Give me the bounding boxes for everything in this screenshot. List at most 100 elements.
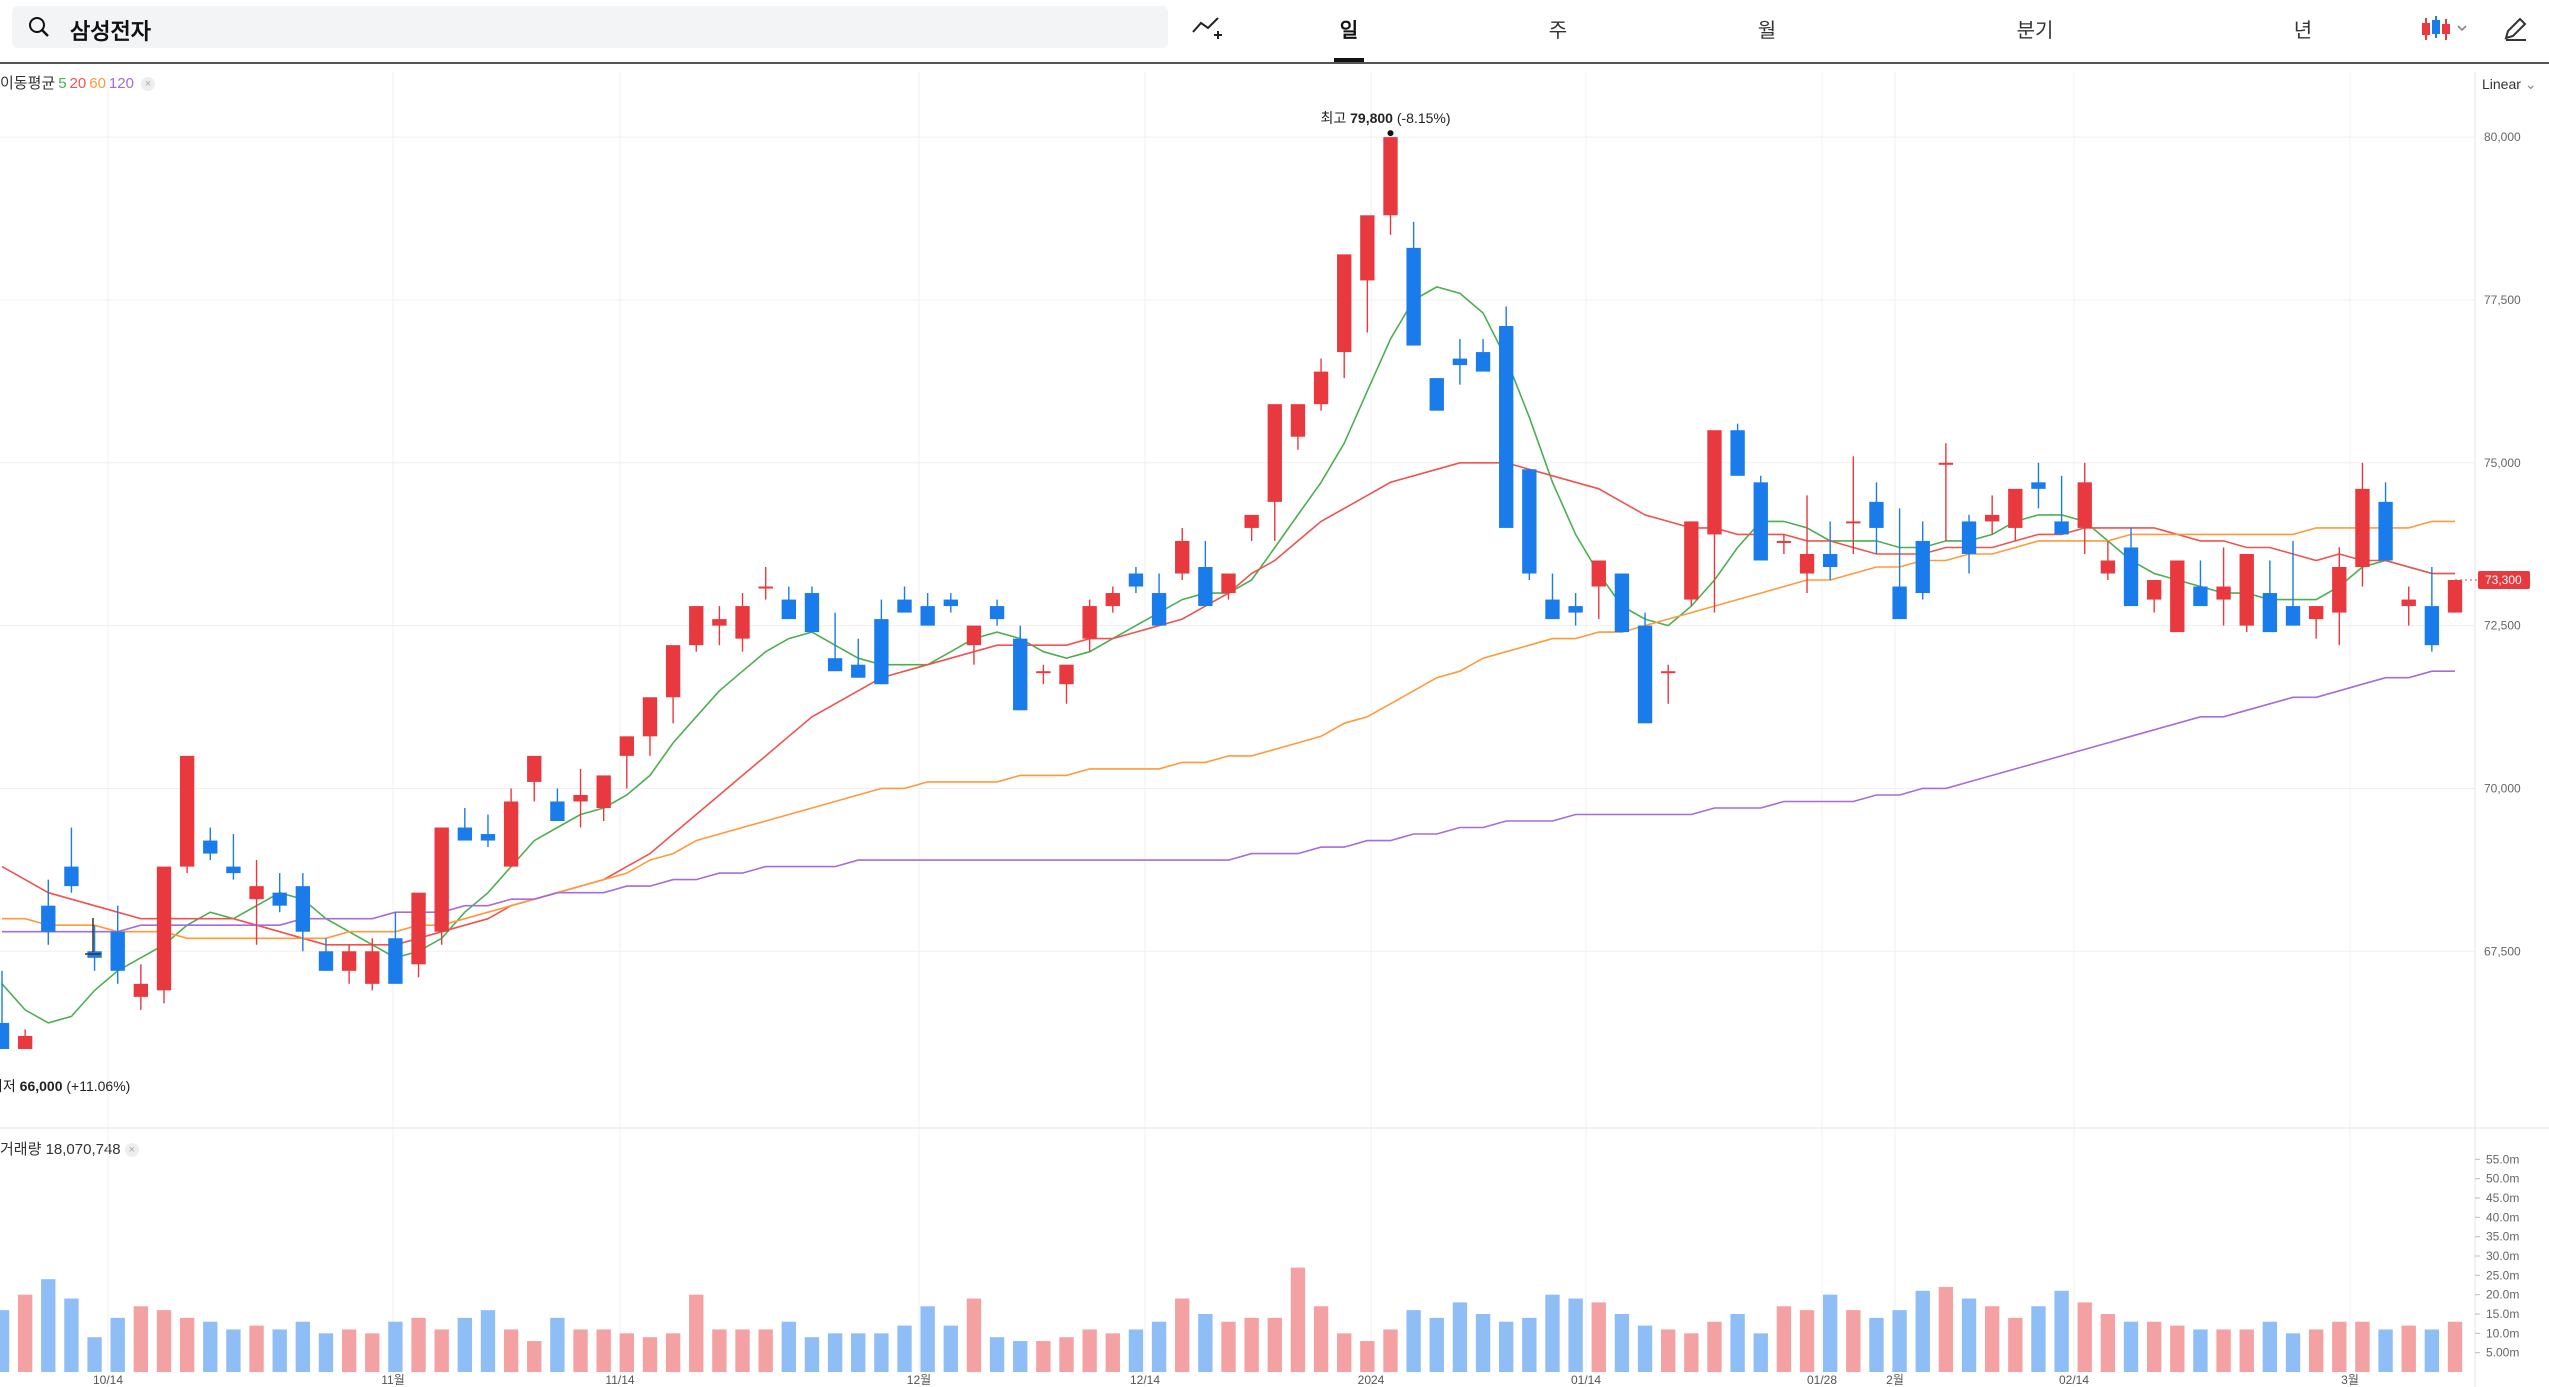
candle-body (457, 827, 473, 841)
current-price-label: 73,300 (2485, 573, 2522, 587)
volume-bar (943, 1325, 958, 1372)
volume-bar (1684, 1333, 1699, 1372)
tab-day[interactable]: 일 (1339, 20, 1359, 42)
time-tick-label: 01/14 (1571, 1373, 1601, 1387)
candle (1429, 378, 1444, 411)
candle-body (1128, 573, 1144, 587)
candlestick-series (0, 137, 2478, 1049)
candle-body (1290, 404, 1306, 437)
candle (1499, 306, 1514, 528)
candle-body (1082, 606, 1097, 639)
candle (573, 768, 588, 828)
candle (1452, 339, 1468, 385)
candle-body (2193, 586, 2208, 607)
candle-body (2401, 599, 2416, 607)
candle-body (503, 801, 519, 867)
candle-type-icon[interactable] (2420, 14, 2472, 44)
candle (1267, 404, 1282, 541)
pencil-icon[interactable] (2500, 14, 2530, 44)
candle (411, 892, 426, 978)
candle (1961, 514, 1977, 574)
volume-bar (64, 1298, 79, 1372)
candle-body (1938, 462, 1954, 465)
search-icon (29, 17, 49, 37)
candle (1406, 221, 1421, 346)
time-tick-label: 10/14 (93, 1373, 123, 1387)
current-price-box (2478, 571, 2530, 590)
candle (2031, 462, 2046, 509)
volume-tick-label: 10.0m (2486, 1326, 2519, 1340)
candle-body (1406, 247, 1421, 346)
candle (1522, 469, 1537, 581)
scale-select[interactable]: Linear ⌄ (2482, 76, 2537, 93)
volume-bar (1105, 1333, 1120, 1372)
candle (1290, 404, 1306, 450)
candle (2216, 547, 2231, 626)
candle-body (1753, 482, 1768, 561)
candle-body (2054, 521, 2069, 535)
volume-bar (1915, 1290, 1930, 1372)
moving-average-legend[interactable]: 이동평균 5 20 60 120 × (0, 72, 158, 93)
candle (897, 586, 912, 613)
candle-body (249, 886, 264, 900)
time-tick-label: 3월 (2341, 1373, 2359, 1387)
volume-tick-label: 30.0m (2486, 1249, 2519, 1263)
ma-legend-20: 20 (69, 75, 87, 92)
candle-body (1383, 137, 1398, 216)
price-axis: 67,500 70,000 72,500 75,000 77,500 80,000 (2484, 130, 2521, 958)
low-annotation: 최저 66,000 (+11.06%) (0, 1078, 130, 1094)
close-icon[interactable]: × (124, 1143, 139, 1158)
candle (596, 775, 611, 822)
volume-bar (966, 1298, 982, 1372)
volume-bar (365, 1333, 380, 1372)
line-ma60 (2, 520, 2455, 940)
candle (527, 755, 542, 802)
candle (2123, 527, 2139, 607)
candle-body (1776, 540, 1792, 543)
volume-legend[interactable]: 거래량 18,070,748 × (0, 1138, 139, 1159)
candle (156, 866, 172, 1004)
tab-month[interactable]: 월 (1757, 20, 1777, 42)
volume-bar (2100, 1314, 2116, 1372)
volume-series (0, 1267, 2463, 1372)
candle (295, 873, 311, 952)
candle (1105, 586, 1120, 613)
volume-tick-label: 40.0m (2486, 1210, 2519, 1224)
time-tick-label: 02/14 (2059, 1373, 2089, 1387)
candle-body (1221, 573, 1236, 594)
tab-year[interactable]: 년 (2293, 20, 2313, 42)
close-icon[interactable]: × (140, 77, 155, 92)
volume-bar (1360, 1341, 1375, 1372)
stock-chart[interactable]: 67,500 70,000 72,500 75,000 77,500 80,000 5.0… (0, 64, 2549, 1387)
candle (179, 755, 195, 874)
volume-bar (1013, 1341, 1028, 1372)
volume-bar (457, 1317, 473, 1372)
candle (758, 567, 773, 600)
time-tick-label: 12/14 (1130, 1373, 1160, 1387)
volume-bar (1036, 1341, 1051, 1372)
tab-quarter[interactable]: 분기 (2016, 20, 2054, 42)
candle (2262, 560, 2278, 633)
volume-bar (272, 1329, 287, 1372)
time-tick-label: 01/28 (1807, 1373, 1837, 1387)
ma-legend-120: 120 (108, 75, 134, 92)
volume-bar (41, 1279, 56, 1372)
volume-bar (1244, 1317, 1259, 1372)
candle-body (1499, 326, 1514, 528)
candle-body (1198, 567, 1213, 607)
candle-body (2424, 606, 2440, 646)
line-ma5 (1, 286, 2455, 1024)
volume-bar (1267, 1317, 1282, 1372)
candle-body (665, 645, 681, 698)
candle (2401, 586, 2416, 626)
add-indicator-icon[interactable] (1190, 12, 1224, 42)
volume-bar (781, 1321, 796, 1372)
volume-bar (1984, 1306, 2000, 1372)
volume-bar (341, 1329, 357, 1372)
candle-body (2170, 560, 2185, 633)
active-tab-indicator (1334, 58, 1364, 62)
candle-body (41, 905, 56, 932)
volume-bar (295, 1321, 311, 1372)
search-input[interactable]: 삼성전자 (12, 6, 1168, 48)
tab-week[interactable]: 주 (1548, 20, 1568, 42)
